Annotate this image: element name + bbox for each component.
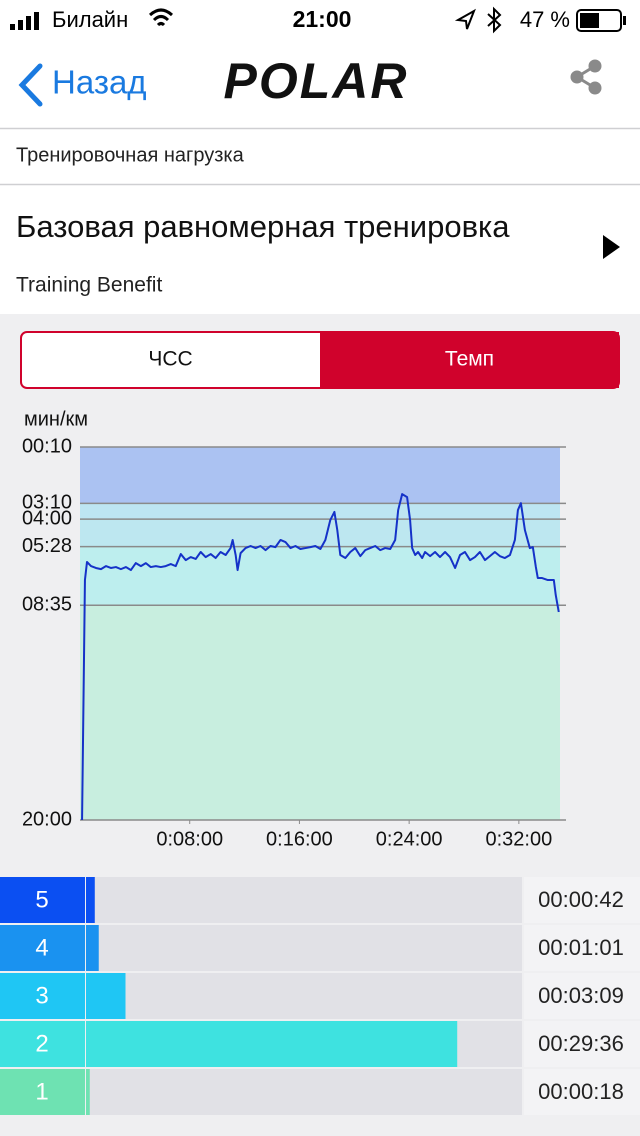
zone-time: 00:29:36: [538, 1031, 624, 1056]
zone-time: 00:01:01: [538, 935, 624, 960]
pace-line: [81, 493, 560, 821]
x-tick-label: 0:24:00: [376, 828, 443, 850]
workout-subtitle: Training Benefit: [16, 274, 162, 297]
zone-track: [86, 877, 522, 923]
zone-bar: [86, 877, 95, 923]
zone-track: [86, 925, 522, 971]
zone-bar: [86, 973, 126, 1019]
clock: 21:00: [293, 6, 352, 32]
toggle-active[interactable]: [320, 332, 619, 388]
time-cell: [524, 877, 640, 923]
location-icon: [454, 8, 476, 30]
y-tick-label: 00:10: [22, 435, 72, 457]
battery-icon: [576, 9, 626, 32]
y-tick-label: 05:28: [22, 535, 72, 557]
time-cell: [524, 1021, 640, 1067]
toggle-option[interactable]: Темп: [445, 348, 494, 371]
zone-number: 5: [35, 886, 48, 913]
section-label: Тренировочная нагрузка: [16, 144, 245, 166]
y-tick-label: 04:00: [22, 507, 72, 529]
zone-bar: [86, 925, 99, 971]
top-background: [0, 0, 640, 314]
zone-cell: [0, 877, 85, 923]
zone-cell: [0, 1069, 85, 1115]
zone-bar: [86, 1021, 458, 1067]
share-button[interactable]: [570, 59, 602, 95]
zone-number: 1: [35, 1078, 48, 1105]
zone-band: [80, 519, 560, 547]
zone-number: 4: [35, 934, 48, 961]
wifi-icon: [148, 8, 174, 27]
zone-band: [80, 447, 560, 504]
zones-table: 5 00:00:42 4 00:01:01 3 00:03:09 2 00:29:36 1 00:…: [0, 877, 640, 1115]
segmented-control: ЧСС Темп: [20, 331, 620, 389]
bluetooth-icon: [487, 6, 502, 34]
zone-number: 2: [35, 1030, 48, 1057]
zone-time: 00:03:09: [538, 983, 624, 1008]
y-axis-label: мин/км: [24, 408, 88, 430]
y-tick-label: 20:00: [22, 808, 72, 830]
time-cell: [524, 1069, 640, 1115]
zone-track: [86, 973, 522, 1019]
zone-cell: [0, 925, 85, 971]
detail-arrow[interactable]: [603, 235, 620, 259]
zone-track: [86, 1069, 522, 1115]
battery-text: 47 %: [520, 7, 570, 32]
time-cell: [524, 925, 640, 971]
y-tick-label: 03:10: [22, 492, 72, 514]
x-tick-label: 0:16:00: [266, 828, 333, 850]
time-cell: [524, 973, 640, 1019]
signal-icon: [10, 12, 39, 30]
zone-band: [80, 503, 560, 520]
zone-cell: [0, 973, 85, 1019]
zone-number: 3: [35, 982, 48, 1009]
zone-cell: [0, 1021, 85, 1067]
zone-time: 00:00:18: [538, 1079, 624, 1104]
x-tick-label: 0:08:00: [156, 828, 223, 850]
toggle-option[interactable]: ЧСС: [148, 348, 192, 371]
zone-time: 00:00:42: [538, 887, 624, 912]
back-chevron[interactable]: [18, 63, 43, 107]
zone-band: [80, 546, 560, 606]
workout-title: Базовая равномерная тренировка: [16, 209, 510, 244]
carrier: Билайн: [52, 7, 128, 32]
back-button[interactable]: Назад: [52, 64, 147, 101]
logo: POLAR: [224, 53, 409, 109]
zone-bar: [86, 1069, 90, 1115]
x-tick-label: 0:32:00: [485, 828, 552, 850]
y-tick-label: 08:35: [22, 594, 72, 616]
zone-band: [80, 605, 560, 820]
